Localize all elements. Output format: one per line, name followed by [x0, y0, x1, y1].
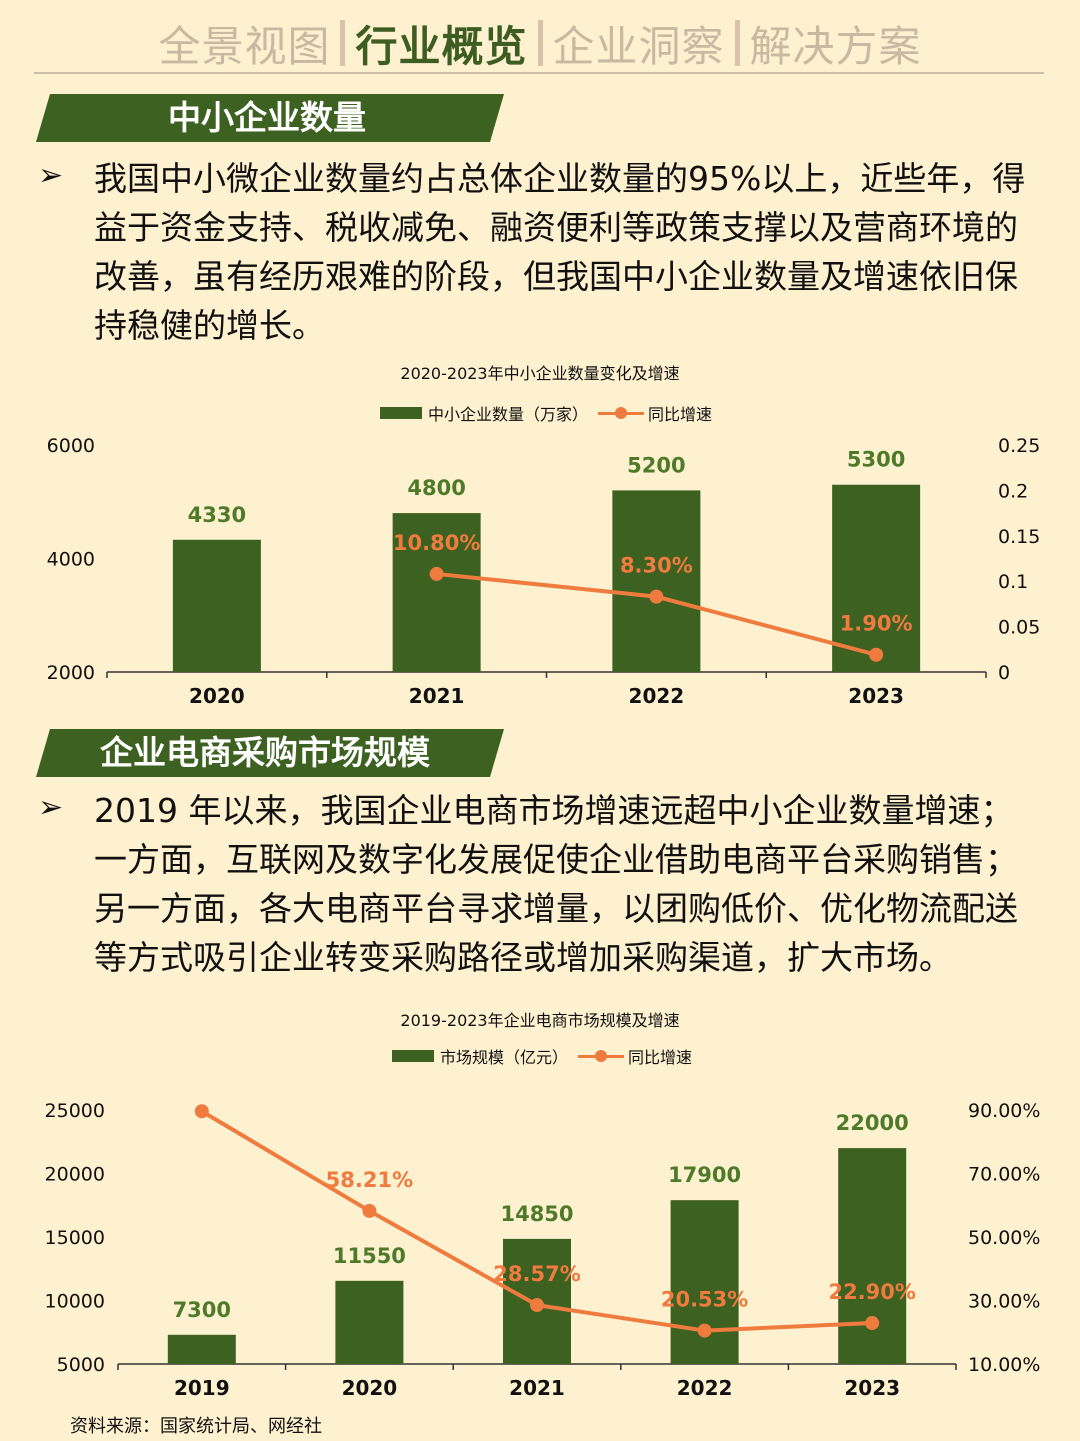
x-tick-label: 2020 [189, 684, 245, 708]
x-tick-label: 2022 [629, 684, 685, 708]
y-left-tick-label: 10000 [45, 1291, 105, 1313]
nav-divider [537, 20, 543, 66]
y-right-tick-label: 0 [998, 662, 1010, 684]
y-left-tick-label: 5000 [57, 1354, 105, 1376]
chart1-svg: 2020 2021 2022 2023 2000 4000 6000 0 0.05 0.1 0.15… [47, 435, 1041, 708]
nav-tab-industry-overview[interactable]: 行业概览 [355, 21, 528, 71]
nav-tab-enterprise-insight[interactable]: 企业洞察 [552, 21, 725, 71]
chart2-title: 2019-2023年企业电商市场规模及增速 [400, 1011, 680, 1030]
growth-rate-point [530, 1298, 544, 1313]
bar-value-label: 17900 [668, 1163, 741, 1187]
growth-rate-point [649, 589, 664, 604]
section-nav: 全景视图 行业概览 企业洞察 解决方案 [0, 14, 1080, 72]
y-right-tick-label: 0.2 [998, 480, 1028, 502]
growth-rate-point [362, 1203, 377, 1218]
bar-value-label: 22000 [836, 1111, 909, 1135]
y-left-tick-label: 6000 [47, 435, 95, 457]
y-right-tick-label: 0.25 [998, 435, 1040, 457]
y-right-tick-label: 50.00% [968, 1227, 1040, 1249]
x-tick-label: 2021 [409, 684, 465, 708]
bar [172, 539, 261, 672]
growth-rate-label: 89.61% [158, 1090, 245, 1092]
growth-rate-point [697, 1323, 712, 1338]
bar-value-label: 14850 [500, 1202, 573, 1226]
growth-rate-label: 1.90% [840, 612, 913, 636]
chart1-legend: 中小企业数量（万家） 同比增速 [380, 401, 712, 425]
bar [335, 1280, 404, 1364]
y-left-tick-label: 2000 [47, 662, 95, 684]
bar-value-label: 11550 [333, 1244, 406, 1268]
bar [167, 1334, 236, 1364]
bar [838, 1148, 907, 1364]
growth-rate-label: 20.53% [661, 1288, 748, 1312]
bar-value-label: 4330 [188, 503, 246, 527]
x-tick-label: 2021 [509, 1376, 565, 1400]
bar [670, 1200, 739, 1364]
y-right-tick-label: 0.15 [998, 526, 1040, 548]
chart2-svg: 2019 2020 2021 2022 2023 5000 10000 15000 20000 2… [45, 1090, 1041, 1400]
bar [612, 490, 701, 672]
section-heading-sme-count: 中小企业数量 [36, 94, 504, 142]
bullet-arrow-icon: ➢ [38, 790, 64, 825]
y-right-tick-label: 0.1 [998, 571, 1028, 593]
section2-paragraph: 2019 年以来，我国企业电商市场增速远超中小企业数量增速；一方面，互联网及数字… [94, 791, 1018, 977]
nav-tab-overview-map[interactable]: 全景视图 [158, 21, 331, 71]
growth-rate-label: 28.57% [493, 1262, 580, 1286]
legend-line-swatch [578, 1049, 625, 1063]
nav-divider [340, 20, 346, 66]
growth-rate-label: 10.80% [393, 531, 480, 555]
legend-label-bar: 中小企业数量（万家） [428, 405, 589, 424]
bar [392, 513, 481, 672]
section-heading-ecommerce-market: 企业电商采购市场规模 [36, 729, 504, 777]
x-tick-label: 2019 [174, 1376, 230, 1400]
bar-value-label: 4800 [407, 476, 465, 500]
y-right-tick-label: 90.00% [968, 1100, 1040, 1122]
x-tick-label: 2023 [844, 1376, 900, 1400]
y-right-tick-label: 70.00% [968, 1164, 1040, 1186]
chart1-title: 2020-2023年中小企业数量变化及增速 [400, 364, 680, 383]
legend-label-bar: 市场规模（亿元） [440, 1048, 569, 1067]
y-left-tick-label: 20000 [45, 1164, 105, 1186]
legend-label-line: 同比增速 [628, 1048, 693, 1067]
legend-line-swatch [598, 406, 645, 420]
y-left-tick-label: 15000 [45, 1227, 105, 1249]
growth-rate-label: 58.21% [326, 1168, 413, 1192]
x-tick-label: 2020 [342, 1376, 398, 1400]
legend-label-line: 同比增速 [648, 405, 713, 424]
bar-value-label: 7300 [173, 1298, 231, 1322]
data-source-note: 资料来源：国家统计局、网经社 [70, 1416, 322, 1437]
bar-value-label: 5300 [847, 448, 905, 472]
growth-rate-point [869, 647, 884, 662]
nav-divider [734, 20, 740, 66]
bullet-arrow-icon: ➢ [38, 158, 64, 193]
nav-underline [34, 72, 1044, 74]
nav-tab-solutions[interactable]: 解决方案 [749, 21, 922, 71]
growth-rate-point [429, 566, 444, 581]
legend-bar-swatch [392, 1050, 434, 1062]
section1-paragraph: 我国中小微企业数量约占总体企业数量的95%以上，近些年，得益于资金支持、税收减免… [94, 159, 1026, 345]
y-left-tick-label: 25000 [45, 1100, 105, 1122]
x-tick-label: 2022 [677, 1376, 733, 1400]
y-right-tick-label: 30.00% [968, 1291, 1040, 1313]
legend-bar-swatch [380, 407, 422, 419]
bar [832, 484, 921, 672]
growth-rate-point [865, 1316, 880, 1331]
bar-value-label: 5200 [627, 453, 685, 477]
growth-rate-label: 22.90% [828, 1280, 915, 1304]
x-tick-label: 2023 [848, 684, 904, 708]
y-right-tick-label: 10.00% [968, 1354, 1040, 1376]
growth-rate-label: 8.30% [620, 554, 693, 578]
chart2-legend: 市场规模（亿元） 同比增速 [392, 1044, 692, 1068]
y-left-tick-label: 4000 [47, 549, 95, 571]
y-right-tick-label: 0.05 [998, 617, 1040, 639]
growth-rate-point [194, 1104, 209, 1119]
